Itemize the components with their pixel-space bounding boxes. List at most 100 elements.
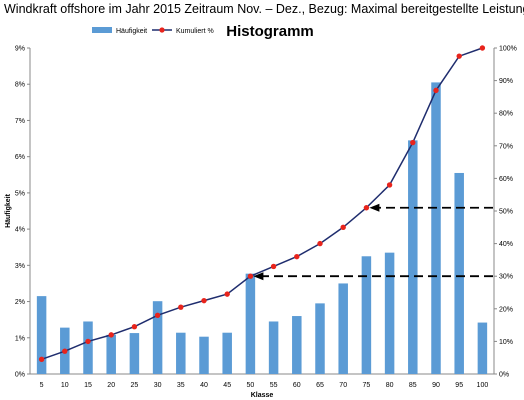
legend: Häufigkeit Kumuliert % xyxy=(92,27,214,35)
cumulative-marker xyxy=(224,291,230,297)
x-tick-label: 5 xyxy=(40,382,44,389)
annotation-arrowhead xyxy=(253,272,264,281)
bar xyxy=(176,332,186,374)
y2-tick-label: 40% xyxy=(499,241,513,248)
x-tick-label: 50 xyxy=(247,382,255,389)
plot-area: 0% 1% 2% 3% 4% 5% 6% 7% 8% 9% 0% 10% 20% 30% 40% 50% 60… xyxy=(15,45,517,389)
bar xyxy=(315,303,325,374)
annotation-arrows xyxy=(253,203,493,281)
y2-tick-label: 20% xyxy=(499,306,513,313)
bar xyxy=(129,333,140,374)
legend-label-kumuliert: Kumuliert % xyxy=(176,28,214,35)
y2-tick-label: 100% xyxy=(499,46,517,53)
x-axis-label: Klasse xyxy=(251,392,274,399)
x-tick-label: 25 xyxy=(131,382,139,389)
bar xyxy=(292,316,302,374)
bar xyxy=(222,332,232,374)
bar xyxy=(477,322,488,374)
cumulative-marker xyxy=(201,297,207,304)
cumulative-markers xyxy=(38,45,486,363)
y-tick-label: 5% xyxy=(15,190,25,197)
y-tick-label: 4% xyxy=(15,227,25,234)
bar xyxy=(83,321,93,374)
y-tick-label: 6% xyxy=(15,154,25,161)
y2-axis-ticks: 0% 10% 20% 30% 40% 50% 60% 70% 80% 90% 100% xyxy=(494,46,517,379)
bar xyxy=(152,301,163,374)
bar-series xyxy=(36,82,488,375)
y2-tick-label: 90% xyxy=(499,78,513,85)
y2-tick-label: 30% xyxy=(499,274,513,281)
y-tick-label: 2% xyxy=(15,299,25,306)
cumulative-marker xyxy=(131,324,138,330)
y-axis-ticks: 0% 1% 2% 3% 4% 5% 6% 7% 8% 9% xyxy=(15,46,30,379)
x-tick-label: 55 xyxy=(270,382,278,389)
cumulative-marker xyxy=(456,53,462,59)
cumulative-marker xyxy=(62,348,68,354)
bar xyxy=(431,82,441,375)
cumulative-marker xyxy=(270,263,277,270)
cumulative-marker xyxy=(247,273,254,279)
bar xyxy=(268,321,279,374)
bar xyxy=(199,336,209,374)
cumulative-marker xyxy=(108,332,114,338)
x-tick-label: 100 xyxy=(477,382,489,389)
y2-tick-label: 60% xyxy=(499,176,513,183)
legend-swatch-haeufigkeit xyxy=(92,27,112,33)
bar xyxy=(384,252,395,374)
y-axis-label: Häufigkeit xyxy=(5,193,12,228)
x-tick-label: 40 xyxy=(200,382,208,389)
y2-tick-label: 80% xyxy=(499,111,513,118)
cumulative-marker xyxy=(410,139,416,146)
cumulative-marker xyxy=(178,304,184,310)
bar xyxy=(408,140,418,374)
y2-tick-label: 0% xyxy=(499,372,509,379)
page-heading: Windkraft offshore im Jahr 2015 Zeitraum… xyxy=(4,2,524,16)
x-tick-label: 60 xyxy=(293,382,301,389)
bar xyxy=(106,334,116,374)
cumulative-marker xyxy=(386,182,393,188)
x-tick-label: 30 xyxy=(154,382,162,389)
cumulative-marker xyxy=(363,205,370,211)
bar xyxy=(361,256,372,374)
x-tick-label: 10 xyxy=(61,382,69,389)
bar xyxy=(36,296,47,374)
x-tick-label: 90 xyxy=(432,382,440,389)
cumulative-marker xyxy=(85,338,91,345)
x-axis-ticks: 5 10 15 20 25 30 35 40 45 50 55 60 65 70 75 80 85 90 95 100 xyxy=(40,382,489,389)
cumulative-line xyxy=(41,47,483,361)
x-tick-label: 70 xyxy=(339,382,347,389)
cumulative-marker xyxy=(340,224,346,230)
cumulative-marker xyxy=(433,87,439,94)
cumulative-marker xyxy=(317,240,323,247)
x-tick-label: 85 xyxy=(409,382,417,389)
cumulative-marker xyxy=(154,312,161,319)
chart-title: Histogramm xyxy=(226,23,314,40)
y-tick-label: 8% xyxy=(15,82,25,89)
x-tick-label: 80 xyxy=(386,382,394,389)
bar xyxy=(245,273,256,374)
y-tick-label: 9% xyxy=(15,46,25,53)
x-tick-label: 95 xyxy=(455,382,463,389)
cumulative-marker xyxy=(294,253,300,260)
y-tick-label: 0% xyxy=(15,372,25,379)
annotation-arrowhead xyxy=(369,203,380,212)
y-tick-label: 1% xyxy=(15,335,25,342)
y2-tick-label: 10% xyxy=(499,339,513,346)
bar xyxy=(338,283,348,374)
legend-marker-kumuliert xyxy=(159,27,165,33)
x-tick-label: 35 xyxy=(177,382,185,389)
y-tick-label: 7% xyxy=(15,118,25,125)
cumulative-marker xyxy=(479,45,486,51)
y2-tick-label: 70% xyxy=(499,143,513,150)
x-tick-label: 15 xyxy=(84,382,92,389)
x-tick-label: 20 xyxy=(107,382,115,389)
y-tick-label: 3% xyxy=(15,263,25,270)
cumulative-marker xyxy=(38,356,45,363)
legend-label-haeufigkeit: Häufigkeit xyxy=(116,28,147,35)
x-tick-label: 75 xyxy=(363,382,371,389)
bar xyxy=(454,172,464,374)
x-tick-label: 45 xyxy=(223,382,231,389)
x-tick-label: 65 xyxy=(316,382,324,389)
y2-tick-label: 50% xyxy=(499,209,513,216)
